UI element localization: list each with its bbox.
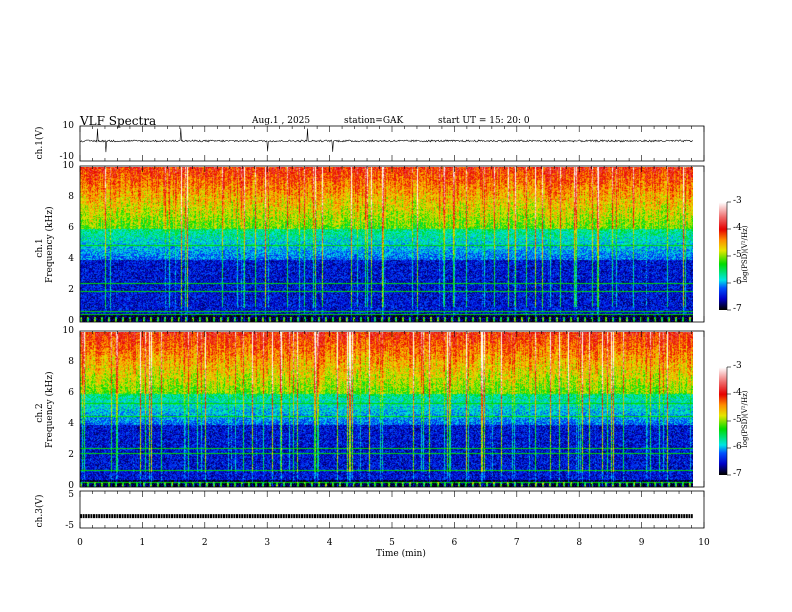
ylabel-line1: ch.1 — [35, 238, 45, 258]
ch1-spec-ylabel: ch.1 Frequency (kHz) — [35, 206, 55, 283]
y-tick-label: 8 — [68, 357, 74, 367]
colorbar-tick-label: -3 — [733, 361, 742, 371]
x-tick-label: 0 — [77, 538, 83, 548]
ylabel-line2: Frequency (kHz) — [45, 371, 55, 448]
y-tick-label: -5 — [65, 521, 74, 531]
y-tick-label: 10 — [62, 161, 74, 171]
y-tick-label: 8 — [68, 192, 74, 202]
station-label: station=GAK — [344, 116, 404, 126]
colorbar1-label: log(PSD)(V²/Hz) — [741, 225, 749, 283]
ylabel-line1: ch.2 — [35, 403, 45, 423]
colorbar-tick-label: -7 — [733, 469, 742, 479]
ch1-spectrogram-image — [80, 167, 693, 322]
ch3-ylabel: ch.3(V) — [35, 494, 45, 528]
ch2-spec-ylabel: ch.2 Frequency (kHz) — [35, 371, 55, 448]
x-axis-label: Time (min) — [376, 549, 426, 559]
ylabel-line2: Frequency (kHz) — [45, 206, 55, 283]
colorbar-tick-label: -7 — [733, 304, 742, 314]
y-tick-label: 2 — [68, 285, 74, 295]
x-tick-label: 5 — [389, 538, 395, 548]
colorbar-tick-label: -4 — [733, 223, 742, 233]
ch2-spectrogram-image — [80, 332, 693, 487]
y-tick-label: 10 — [62, 326, 74, 336]
y-tick-label: -10 — [59, 152, 75, 162]
x-tick-label: 1 — [139, 538, 146, 548]
ch1-colorbar — [719, 202, 727, 310]
y-tick-label: 6 — [68, 223, 74, 233]
y-tick-label: 4 — [68, 254, 74, 264]
y-tick-label: 0 — [68, 316, 74, 326]
colorbar-tick-label: -5 — [733, 250, 742, 260]
y-tick-label: 6 — [68, 388, 74, 398]
x-tick-label: 8 — [576, 538, 583, 548]
start-time-label: start UT = 15: 20: 0 — [438, 116, 530, 126]
colorbar-tick-label: -4 — [733, 388, 742, 398]
date-label: Aug.1 , 2025 — [252, 116, 311, 126]
x-tick-label: 7 — [513, 538, 520, 548]
x-tick-label: 10 — [698, 538, 710, 548]
ch1-waveform-line — [79, 128, 693, 153]
y-tick-label: 2 — [68, 450, 74, 460]
x-tick-label: 3 — [264, 538, 271, 548]
x-tick-label: 2 — [201, 538, 208, 548]
colorbar-tick-label: -3 — [733, 196, 742, 206]
y-tick-label: 10 — [62, 121, 74, 131]
chart-title: VLF Spectra — [80, 114, 157, 128]
ch1-ylabel: ch.1(V) — [35, 126, 45, 160]
panel-frame — [79, 165, 705, 323]
x-tick-label: 6 — [451, 538, 458, 548]
colorbar-tick-label: -6 — [733, 277, 742, 287]
y-tick-label: 4 — [68, 419, 74, 429]
y-tick-label: 0 — [68, 481, 74, 491]
x-tick-label: 4 — [326, 538, 333, 548]
colorbar2-label: log(PSD)(V²/Hz) — [741, 390, 749, 448]
colorbar-tick-label: -6 — [733, 442, 742, 452]
colorbar-tick-label: -5 — [733, 415, 742, 425]
panel-frame — [79, 330, 705, 488]
y-tick-label: 5 — [68, 490, 74, 500]
x-tick-label: 9 — [638, 538, 645, 548]
ch2-colorbar — [719, 367, 727, 475]
